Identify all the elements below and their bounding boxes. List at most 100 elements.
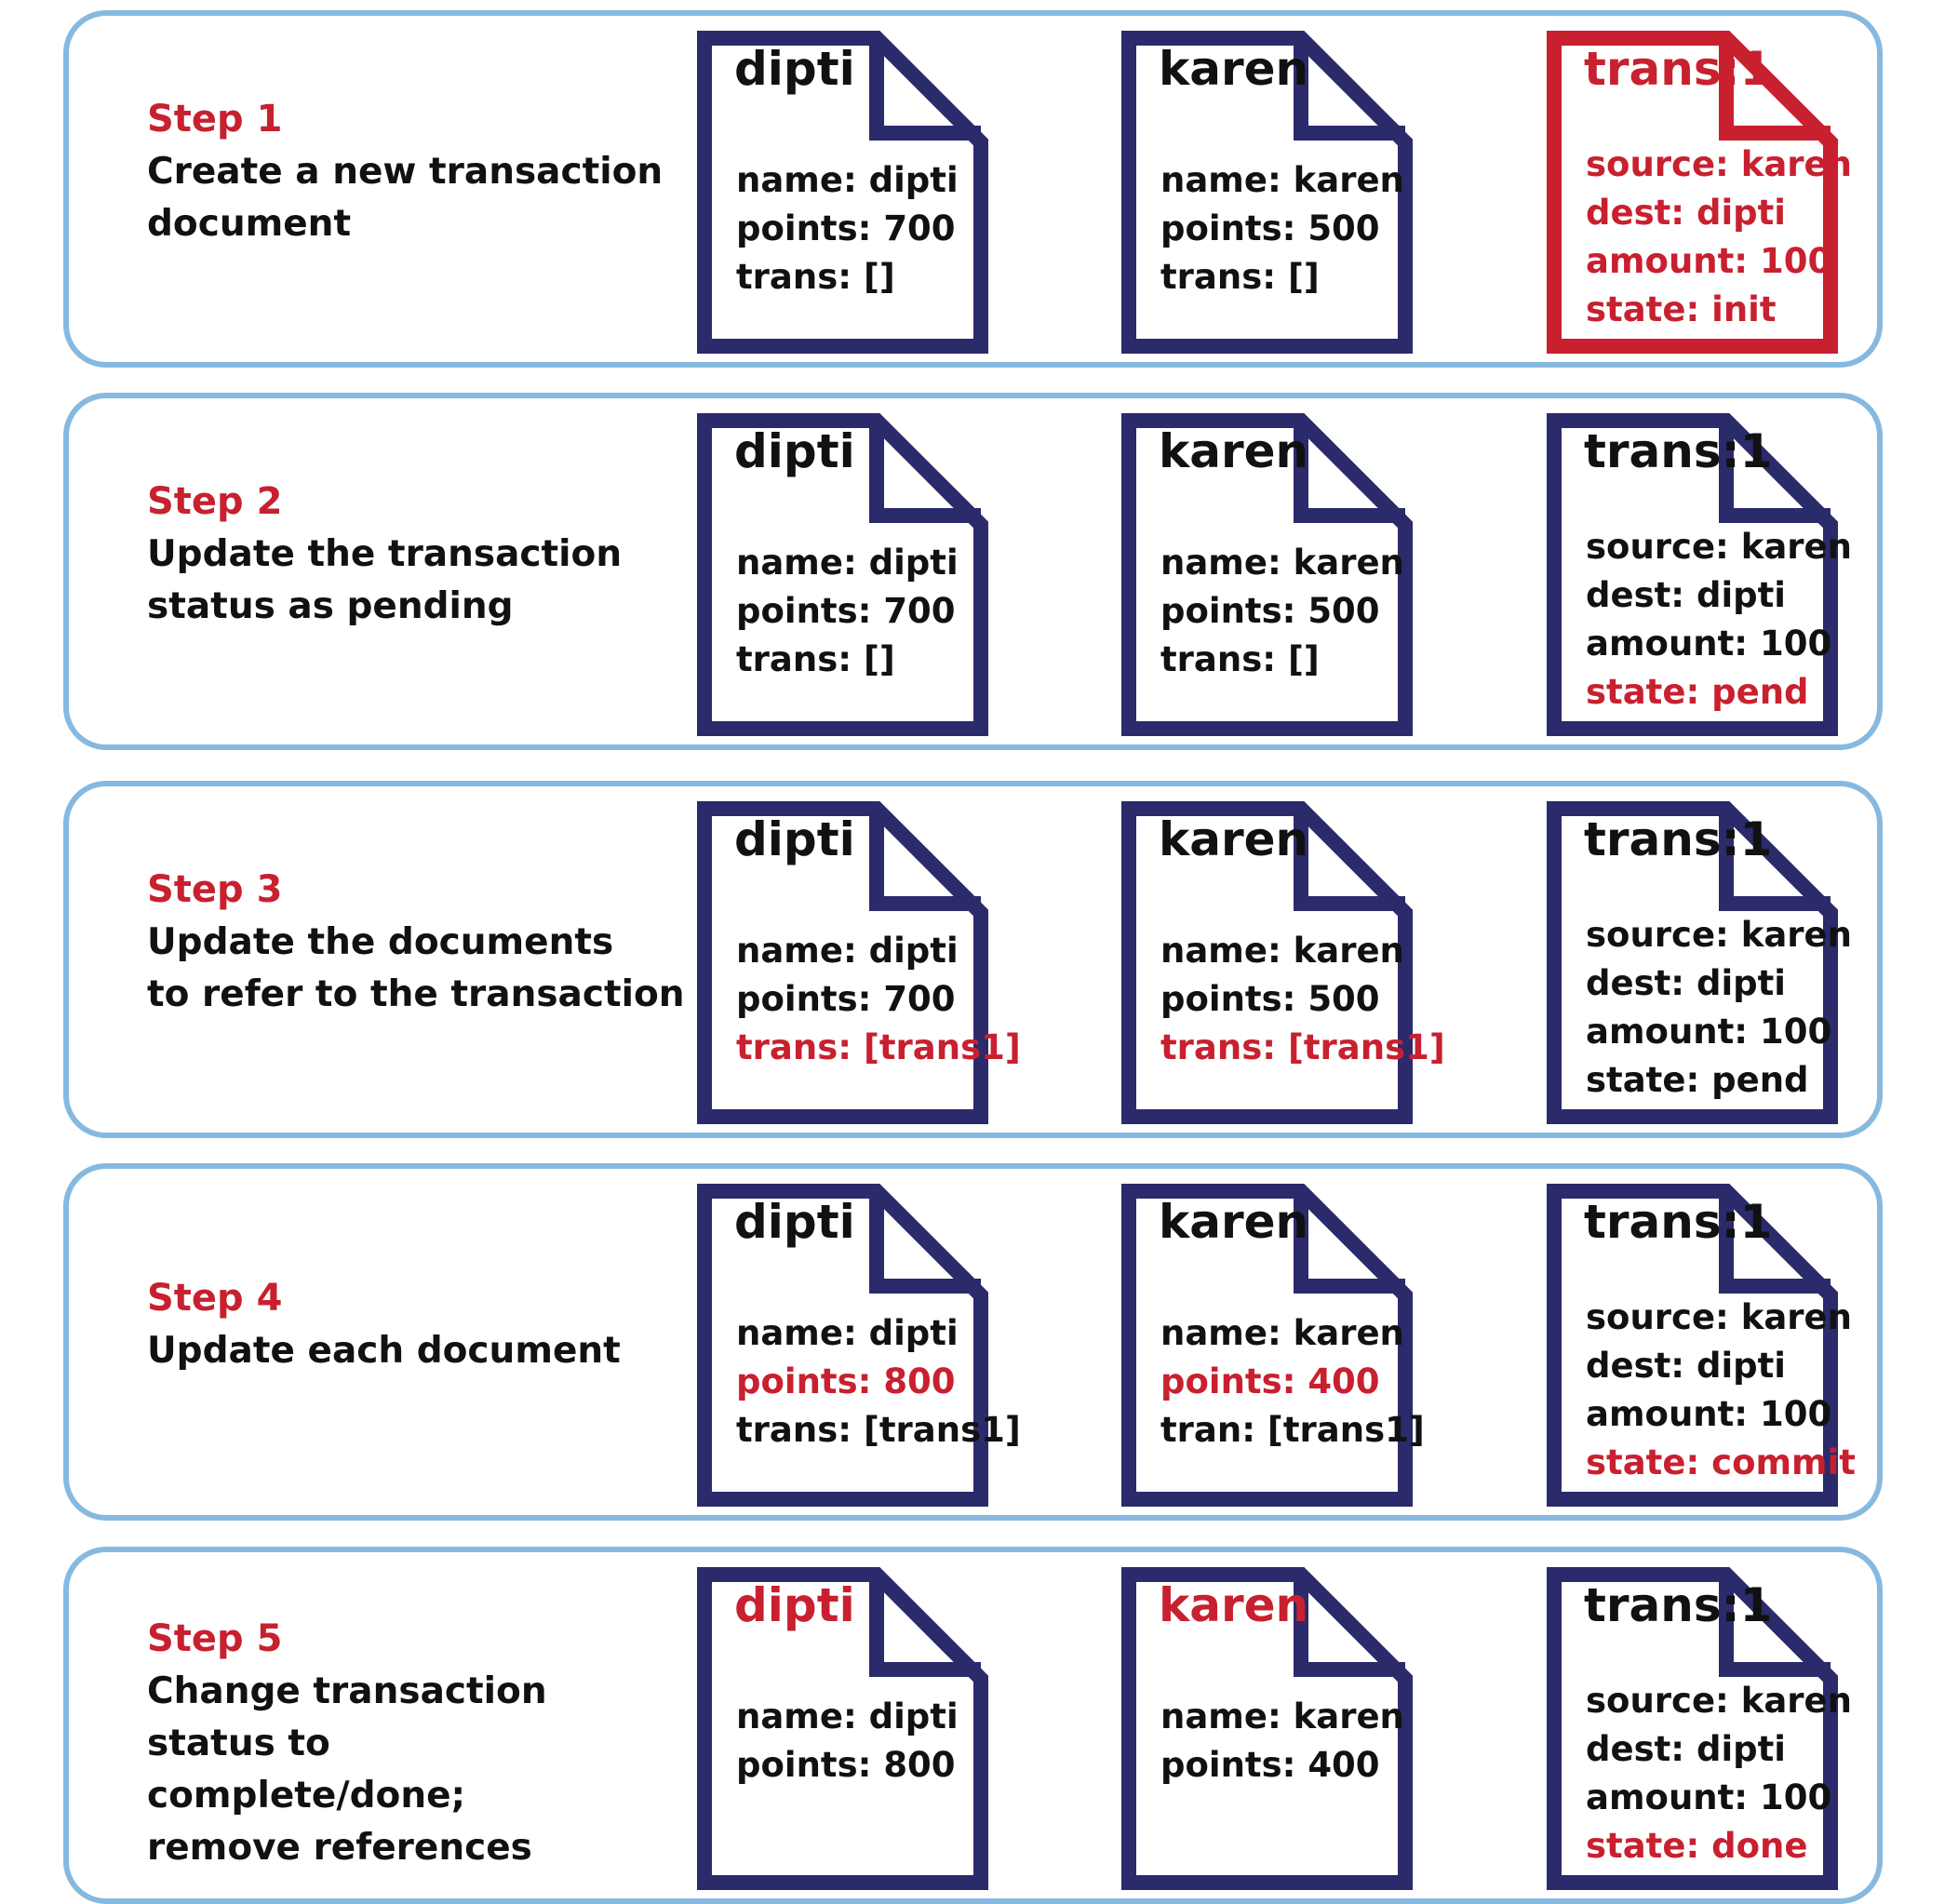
- document-karen: karen name: karen points: 500 trans: [trans…: [1121, 801, 1445, 1124]
- document-icon: [1547, 1184, 1838, 1507]
- step-label: Step 2: [147, 480, 283, 523]
- document-field: name: dipti: [736, 543, 959, 583]
- step-row-2: Step 2 Update the transaction status as pe…: [63, 393, 1883, 750]
- document-field: source: karen: [1586, 144, 1852, 184]
- document-title: dipti: [734, 1578, 855, 1632]
- document-field: name: karen: [1160, 1313, 1404, 1353]
- document-icon: [1547, 31, 1838, 354]
- document-trans-1: trans:1 source: karen dest: dipti amount: 1…: [1547, 1184, 1856, 1507]
- step-label: Step 3: [147, 868, 283, 911]
- document-field: points: 500: [1160, 979, 1380, 1019]
- document-icon: [1547, 801, 1838, 1124]
- document-field: points: 700: [736, 591, 956, 631]
- document-karen: karen name: karen points: 400 tran: [trans1…: [1121, 1184, 1425, 1507]
- document-title: dipti: [734, 42, 855, 96]
- document-field: trans: []: [1160, 639, 1320, 679]
- step-description-line: status to: [147, 1723, 330, 1764]
- document-icon: [1121, 413, 1413, 736]
- document-dipti: dipti name: dipti points: 800: [697, 1567, 988, 1890]
- document-field: name: dipti: [736, 160, 959, 200]
- document-field: points: 400: [1160, 1361, 1380, 1401]
- document-field: state: commit: [1586, 1442, 1856, 1482]
- document-field: name: karen: [1160, 1696, 1404, 1736]
- document-field: name: karen: [1160, 543, 1404, 583]
- step-label: Step 1: [147, 98, 283, 141]
- step-row-3: Step 3 Update the documents to refer to th…: [63, 781, 1883, 1138]
- step-label: Step 4: [147, 1277, 283, 1320]
- document-icon: [697, 1184, 988, 1507]
- document-icon: [1121, 1184, 1413, 1507]
- document-field: points: 500: [1160, 591, 1380, 631]
- step-description: Create a new transaction document: [147, 146, 663, 250]
- document-field: points: 700: [736, 208, 956, 248]
- document-title: trans:1: [1584, 1578, 1773, 1632]
- document-title: karen: [1159, 1578, 1309, 1632]
- document-field: trans: []: [736, 639, 895, 679]
- document-title: karen: [1159, 424, 1309, 478]
- step-row-4: Step 4 Update each document: [63, 1163, 1883, 1521]
- step-description-line: Update each document: [147, 1330, 621, 1372]
- document-icon: [697, 413, 988, 736]
- document-title: trans:1: [1584, 42, 1773, 96]
- document-field: amount: 100: [1586, 1012, 1832, 1052]
- document-field: source: karen: [1586, 1681, 1852, 1721]
- document-title: karen: [1159, 1195, 1309, 1249]
- document-field: dest: dipti: [1586, 1729, 1786, 1769]
- document-field: trans: [trans1]: [736, 1410, 1021, 1450]
- document-icon: [1121, 31, 1413, 354]
- document-field: trans: [trans1]: [736, 1027, 1021, 1067]
- step-label: Step 5: [147, 1617, 283, 1660]
- document-field: source: karen: [1586, 527, 1852, 567]
- document-field: dest: dipti: [1586, 963, 1786, 1003]
- document-field: points: 500: [1160, 208, 1380, 248]
- document-field: dest: dipti: [1586, 1346, 1786, 1386]
- step-description: Update each document: [147, 1325, 621, 1377]
- document-field: points: 400: [1160, 1745, 1380, 1785]
- document-field: name: dipti: [736, 1696, 959, 1736]
- document-field: state: pend: [1586, 1060, 1809, 1100]
- document-field: name: karen: [1160, 931, 1404, 971]
- document-field: dest: dipti: [1586, 193, 1786, 233]
- document-field: amount: 100: [1586, 1777, 1832, 1817]
- document-field: name: karen: [1160, 160, 1404, 200]
- document-dipti: dipti name: dipti points: 700 trans: []: [697, 31, 988, 354]
- document-trans-1: trans:1 source: karen dest: dipti amount: 1…: [1547, 801, 1852, 1124]
- document-trans-1: trans:1 source: karen dest: dipti amount: 1…: [1547, 413, 1852, 736]
- document-title: karen: [1159, 812, 1309, 866]
- document-trans-1: trans:1 source: karen dest: dipti amount: 1…: [1547, 1567, 1852, 1890]
- step-description-line: complete/done;: [147, 1775, 466, 1817]
- document-karen: karen name: karen points: 400: [1121, 1567, 1413, 1890]
- document-title: dipti: [734, 812, 855, 866]
- step-description-line: Update the transaction: [147, 533, 623, 575]
- document-icon: [697, 31, 988, 354]
- document-dipti: dipti name: dipti points: 800 trans: [trans…: [697, 1184, 1021, 1507]
- step-description-line: status as pending: [147, 585, 514, 627]
- document-field: points: 800: [736, 1745, 956, 1785]
- document-dipti: dipti name: dipti points: 700 trans: [trans…: [697, 801, 1021, 1124]
- document-trans-1: trans:1 source: karen dest: dipti amount: 1…: [1547, 31, 1852, 354]
- document-field: source: karen: [1586, 915, 1852, 955]
- document-icon: [697, 801, 988, 1124]
- document-field: amount: 100: [1586, 241, 1832, 281]
- step-description: Update the transaction status as pending: [147, 529, 622, 633]
- document-icon: [1121, 1567, 1413, 1890]
- document-field: state: init: [1586, 289, 1777, 329]
- document-field: amount: 100: [1586, 623, 1832, 664]
- step-description-line: document: [147, 203, 352, 245]
- step-description-line: remove references: [147, 1827, 532, 1869]
- document-icon: [1121, 801, 1413, 1124]
- document-field: trans: []: [1160, 257, 1320, 297]
- step-description-line: to refer to the transaction: [147, 973, 685, 1015]
- document-title: trans:1: [1584, 812, 1773, 866]
- document-dipti: dipti name: dipti points: 700 trans: []: [697, 413, 988, 736]
- document-karen: karen name: karen points: 500 trans: []: [1121, 413, 1413, 736]
- document-field: name: dipti: [736, 931, 959, 971]
- document-field: trans: [trans1]: [1160, 1027, 1445, 1067]
- document-field: points: 700: [736, 979, 956, 1019]
- document-field: points: 800: [736, 1361, 956, 1401]
- document-title: dipti: [734, 424, 855, 478]
- document-field: trans: []: [736, 257, 895, 297]
- step-description: Update the documents to refer to the tran…: [147, 917, 685, 1021]
- document-field: amount: 100: [1586, 1394, 1832, 1434]
- document-icon: [1547, 413, 1838, 736]
